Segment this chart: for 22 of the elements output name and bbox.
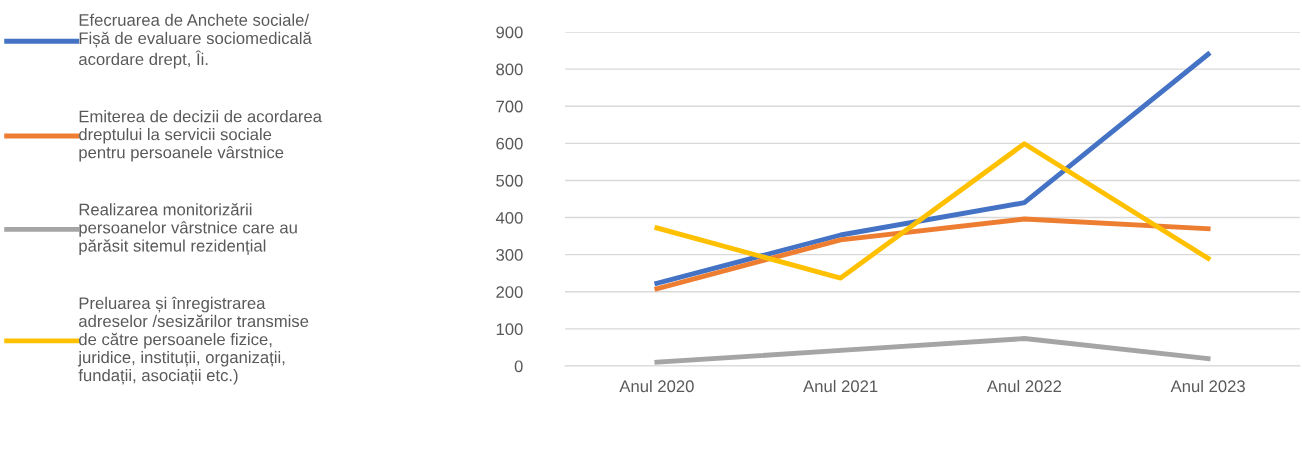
y-tick-label: 200 — [496, 286, 523, 298]
legend-label: Efecruarea de Anchete sociale/ Fișă de evaluare sociomedicală acordare drept, Îi. — [79, 13, 312, 69]
x-tick-label: Anul 2022 — [986, 379, 1062, 393]
y-tick-label: 700 — [496, 100, 523, 113]
y-tick-label: 300 — [496, 249, 523, 261]
line-series — [654, 141, 1211, 281]
x-tick-label: Anul 2023 — [1170, 379, 1245, 393]
x-tick-label: Anul 2020 — [619, 379, 694, 393]
legend-label: Emiterea de decizii de acordarea dreptului la servicii sociale pentru persoanele vârstnice — [79, 110, 322, 162]
line-series — [654, 336, 1211, 365]
line-series — [654, 51, 1211, 286]
y-tick-label: 400 — [495, 211, 523, 224]
y-tick-label: 600 — [496, 137, 523, 150]
y-tick-label: 500 — [496, 174, 523, 187]
y-tick-label: 0 — [514, 360, 523, 373]
legend-label: Realizarea monitorizării persoanelor vârstnice care au părăsit sitemul rezidențial — [79, 203, 297, 256]
y-tick-label: 800 — [496, 63, 523, 76]
legend-label: Preluarea și înregistrarea adreselor /sesizărilor transmise de către persoanele fizice, juridice, instituții, organizații, fundații, asociații etc.) — [77, 296, 309, 385]
y-tick-label: 900 — [496, 26, 523, 39]
x-tick-label: Anul 2021 — [803, 379, 878, 393]
y-tick-label: 100 — [496, 323, 523, 336]
line-series — [654, 216, 1211, 292]
